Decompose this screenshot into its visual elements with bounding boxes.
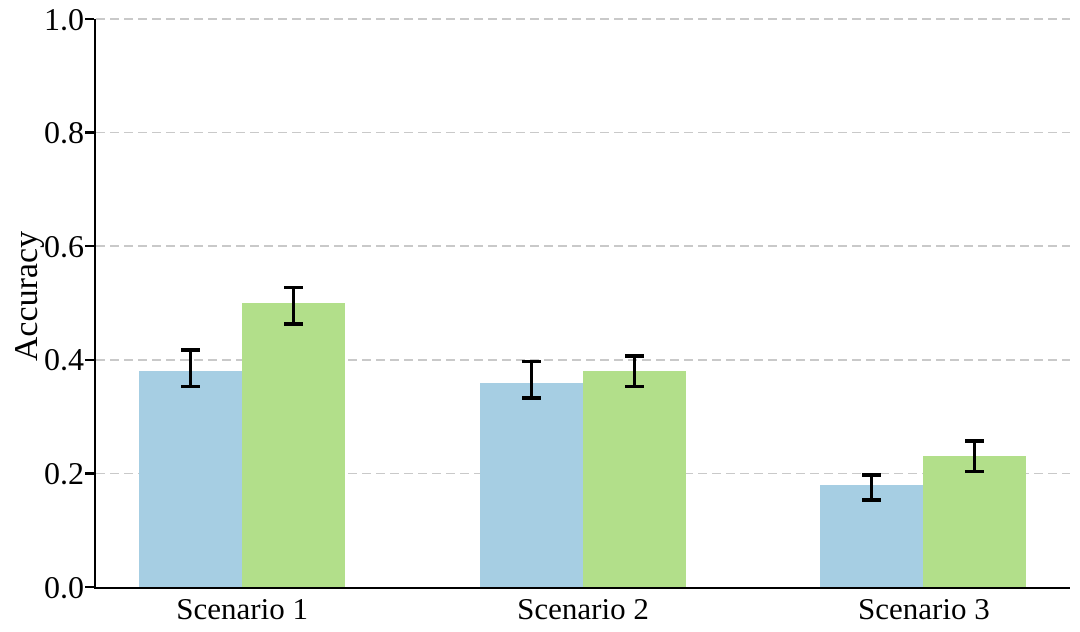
error-bar-cap-top (624, 354, 644, 358)
bar-green-scenario-3 (923, 456, 1027, 587)
bar-green-scenario-1 (241, 303, 345, 587)
plot-area (93, 18, 1070, 589)
error-bar-stem (188, 348, 192, 389)
error-bar-stem (291, 285, 295, 326)
error-bar-cap-bottom (862, 498, 882, 502)
error-bar-stem (973, 439, 977, 474)
error-bar-blue-scenario-1 (180, 348, 200, 389)
y-tick-mark (84, 472, 94, 475)
error-bar-cap-top (283, 285, 303, 290)
error-bar-cap-top (965, 439, 985, 443)
y-tick-label: 0.0 (44, 568, 84, 605)
error-bar-green-scenario-2 (624, 354, 644, 389)
error-bar-cap-top (521, 359, 541, 364)
y-tick-mark (84, 17, 94, 21)
bar-blue-scenario-1 (138, 371, 242, 587)
y-tick-mark (84, 244, 94, 248)
y-tick-mark (84, 358, 94, 362)
y-tick-mark (84, 585, 94, 589)
bar-blue-scenario-2 (479, 382, 583, 587)
error-bar-green-scenario-3 (965, 439, 985, 474)
bar-green-scenario-2 (582, 371, 686, 587)
y-tick-mark (84, 131, 94, 134)
error-bar-cap-top (180, 348, 200, 352)
error-bar-blue-scenario-2 (521, 359, 541, 400)
x-category-label: Scenario 3 (858, 591, 990, 626)
x-category-label: Scenario 2 (517, 591, 649, 626)
y-gridline (95, 359, 1070, 361)
error-bar-green-scenario-1 (283, 285, 303, 326)
error-bar-stem (632, 354, 636, 389)
error-bar-cap-bottom (283, 322, 303, 326)
error-bar-stem (870, 473, 874, 502)
y-gridline (95, 245, 1070, 247)
error-bar-cap-bottom (180, 384, 200, 389)
error-bar-cap-top (862, 473, 882, 477)
error-bar-blue-scenario-3 (862, 473, 882, 502)
y-tick-label: 0.8 (44, 114, 84, 151)
error-bar-stem (529, 359, 533, 400)
y-gridline (95, 131, 1070, 134)
error-bar-cap-bottom (624, 384, 644, 389)
error-bar-cap-bottom (965, 469, 985, 474)
y-tick-label: 0.2 (44, 454, 84, 491)
y-gridline (95, 18, 1070, 20)
y-tick-label: 1.0 (44, 0, 84, 37)
error-bar-cap-bottom (521, 396, 541, 400)
bar-blue-scenario-3 (820, 484, 924, 587)
y-tick-label: 0.4 (44, 341, 84, 378)
y-tick-label: 0.6 (44, 227, 84, 264)
x-category-label: Scenario 1 (176, 591, 308, 626)
